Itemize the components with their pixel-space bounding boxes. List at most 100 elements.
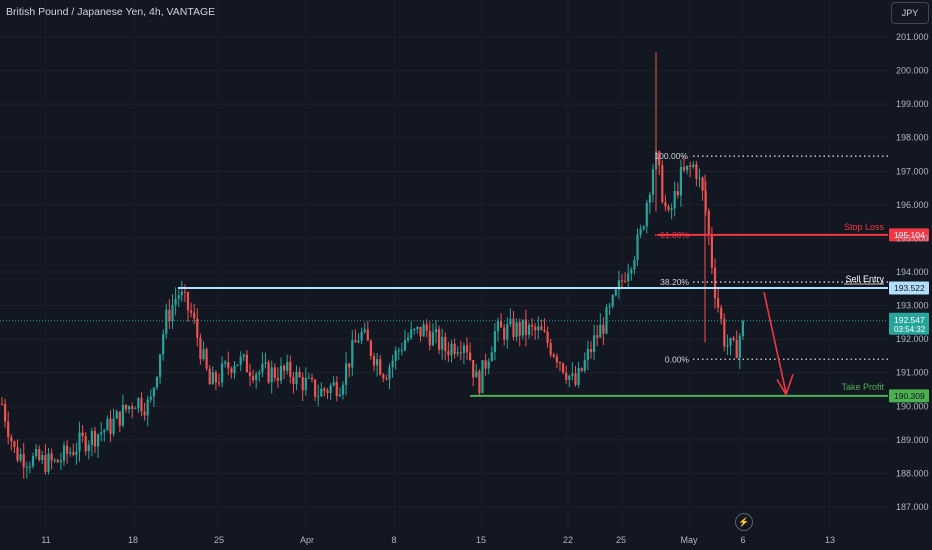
candle-body <box>428 330 431 346</box>
candle-body <box>134 408 137 410</box>
candle-body <box>645 202 648 227</box>
candle-body <box>496 321 500 332</box>
candle-body <box>314 379 317 397</box>
candle-body <box>487 361 490 369</box>
currency-button[interactable]: JPY <box>891 2 929 24</box>
candle-body <box>112 418 115 434</box>
candle-body <box>224 362 227 364</box>
fib-level-label: 38.20% <box>660 277 689 287</box>
candle-body <box>227 362 230 369</box>
candle-body <box>143 411 146 416</box>
price-tick-label: 191.000 <box>896 368 929 378</box>
candle-body <box>174 298 177 305</box>
candle-body <box>245 354 248 373</box>
chart-title: British Pound / Japanese Yen, 4h, VANTAG… <box>6 6 216 18</box>
candle-body <box>444 336 447 352</box>
candle-body <box>450 343 453 356</box>
candle-body <box>180 291 183 296</box>
candle-body <box>527 324 531 335</box>
candle-body <box>624 280 627 282</box>
price-tick-label: 194.000 <box>896 267 929 277</box>
candle-body <box>159 354 162 377</box>
candle-body <box>571 373 574 376</box>
price-tick-label: 200.000 <box>896 66 929 76</box>
sell-entry-price-tag-text: 193.522 <box>894 283 925 293</box>
candle-body <box>642 226 645 229</box>
candle-body <box>320 388 323 397</box>
candle-body <box>168 309 171 322</box>
candle-body <box>236 364 239 366</box>
candle-body <box>593 335 596 352</box>
time-tick-label: 6 <box>740 535 745 545</box>
candle-body <box>639 228 642 235</box>
candle-body <box>580 368 583 371</box>
candle-body <box>620 280 624 282</box>
price-axis: 201.000 200.000 199.000 198.000 197.000 196.0… <box>896 32 929 512</box>
candle-body <box>335 381 338 396</box>
candle-body <box>410 329 413 338</box>
candle-body <box>534 326 537 331</box>
stop-loss-label: Stop Loss <box>844 222 885 232</box>
candle-body <box>382 374 385 379</box>
candle-body <box>707 210 710 236</box>
candle-body <box>354 340 357 343</box>
candle-body <box>713 267 717 299</box>
candle-body <box>729 337 732 346</box>
candle-body <box>66 445 69 454</box>
candle-body <box>537 326 540 331</box>
take-profit-price-tag-text: 190.309 <box>894 391 925 401</box>
candle-body <box>239 356 242 365</box>
candle-body <box>103 430 106 433</box>
price-tick-label: 187.000 <box>896 502 929 512</box>
candle-body <box>332 381 335 386</box>
candle-body <box>196 318 199 338</box>
candle-body <box>524 319 527 335</box>
price-tick-label: 190.000 <box>896 401 929 411</box>
lightning-icon[interactable]: ⚡ <box>735 513 753 531</box>
candle-body <box>90 430 93 445</box>
candle-body <box>87 444 90 452</box>
candle-body <box>735 339 738 358</box>
candle-body <box>233 365 236 373</box>
stop-loss-price-tag: 195.104 <box>889 228 929 242</box>
take-profit-price-tag: 190.309 <box>889 389 929 403</box>
candle-body <box>509 318 512 325</box>
candle-body <box>475 371 478 378</box>
candle-body <box>441 336 444 350</box>
candle-body <box>38 449 41 460</box>
candle-body <box>248 372 252 377</box>
candle-body <box>351 340 354 368</box>
candle-body <box>540 326 543 330</box>
candle-body <box>69 452 72 454</box>
candle-body <box>413 329 416 331</box>
fib-level-label: 100.00% <box>654 151 688 161</box>
candle-body <box>348 363 351 368</box>
candle-body <box>614 289 617 296</box>
candle-body <box>276 377 279 381</box>
candle-body <box>608 306 611 308</box>
candle-body <box>317 396 320 398</box>
candle-body <box>208 368 211 385</box>
sell-entry-price-tag: 193.522 <box>889 281 929 295</box>
price-tick-label: 197.000 <box>896 166 929 176</box>
price-tick-label: 201.000 <box>896 32 929 42</box>
candle-body <box>186 292 190 311</box>
candle-body <box>177 295 180 299</box>
target-arrow-head <box>776 374 794 397</box>
candle-body <box>53 459 56 461</box>
candle-body <box>242 354 245 357</box>
candle-body <box>574 373 577 385</box>
candle-body <box>397 350 400 352</box>
candle-body <box>648 194 651 203</box>
sell-entry-label: Sell Entry <box>845 274 884 284</box>
price-tick-label: 193.000 <box>896 301 929 311</box>
candle-body <box>214 372 217 383</box>
candle-body <box>152 387 155 397</box>
candle-body <box>741 320 744 337</box>
candle-body <box>391 360 394 368</box>
candle-body <box>568 375 571 381</box>
candle-body <box>438 329 441 350</box>
candle-body <box>211 372 214 385</box>
candle-body <box>453 343 456 354</box>
